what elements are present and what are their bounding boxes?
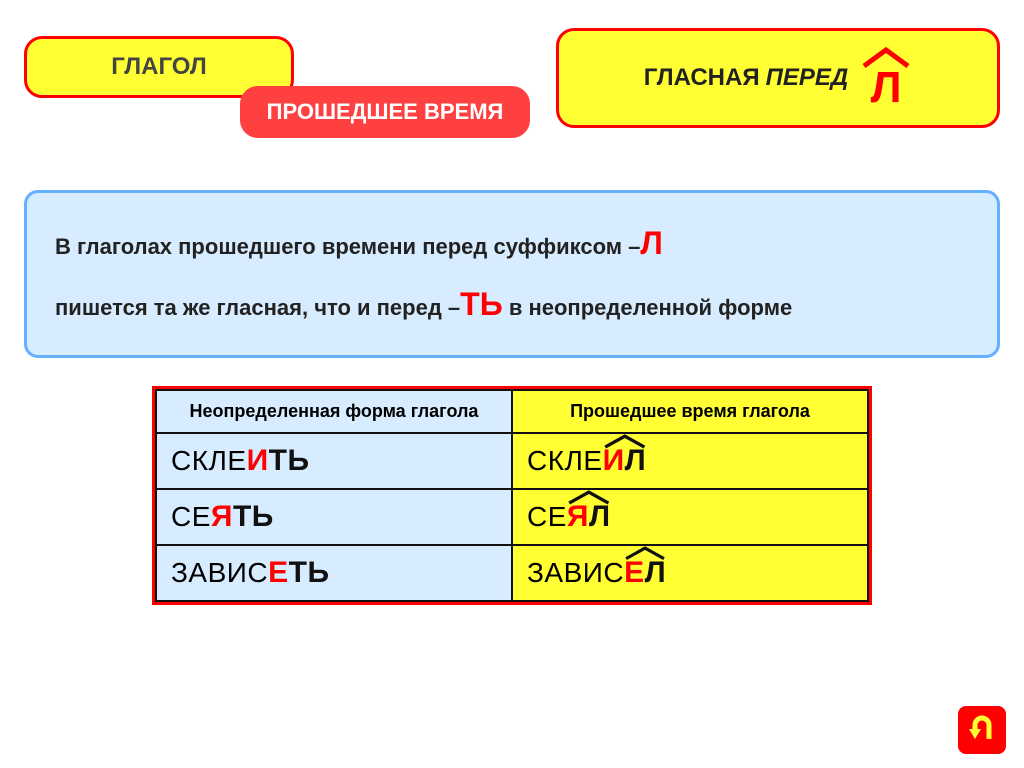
vowel-pill: ГЛАСНАЯ ПЕРЕД Л <box>556 28 1000 128</box>
vowel-label-1: ГЛАСНАЯ <box>644 64 760 92</box>
table-row: СКЛЕИТЬСКЛЕИЛ <box>156 433 868 489</box>
table-body: СКЛЕИТЬСКЛЕИЛСЕЯТЬСЕЯЛЗАВИСЕТЬЗАВИСЕЛ <box>156 433 868 601</box>
tense-pill: ПРОШЕДШЕЕ ВРЕМЯ <box>240 86 530 138</box>
tense-label: ПРОШЕДШЕЕ ВРЕМЯ <box>267 99 504 125</box>
table-row: ЗАВИСЕТЬЗАВИСЕЛ <box>156 545 868 601</box>
table-head-right: Прошедшее время глагола <box>512 390 868 433</box>
rule-line-2: пишется та же гласная, что и перед –ТЬ в… <box>55 274 969 335</box>
table-row: СЕЯТЬСЕЯЛ <box>156 489 868 545</box>
verb-label: ГЛАГОЛ <box>111 53 206 81</box>
vowel-letter-roof: Л <box>860 46 912 110</box>
infinitive-cell: СЕЯТЬ <box>156 489 512 545</box>
u-turn-arrow-icon <box>965 713 999 747</box>
vowel-label-2: ПЕРЕД <box>766 64 849 92</box>
rule-line-1: В глаголах прошедшего времени перед суфф… <box>55 213 969 274</box>
past-cell: СЕЯЛ <box>512 489 868 545</box>
rule-box: В глаголах прошедшего времени перед суфф… <box>24 190 1000 358</box>
past-cell: СКЛЕИЛ <box>512 433 868 489</box>
examples-table: Неопределенная форма глагола Прошедшее в… <box>152 386 872 605</box>
infinitive-cell: ЗАВИСЕТЬ <box>156 545 512 601</box>
table-head-left: Неопределенная форма глагола <box>156 390 512 433</box>
infinitive-cell: СКЛЕИТЬ <box>156 433 512 489</box>
svg-text:Л: Л <box>871 63 902 110</box>
back-button[interactable] <box>958 706 1006 754</box>
past-cell: ЗАВИСЕЛ <box>512 545 868 601</box>
